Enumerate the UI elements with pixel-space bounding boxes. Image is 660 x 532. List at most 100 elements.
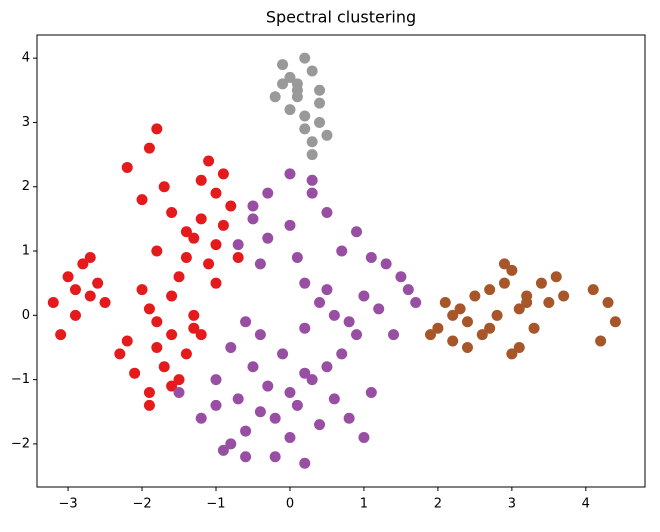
point bbox=[269, 412, 281, 424]
y-tick-label: 3 bbox=[22, 115, 30, 130]
point bbox=[262, 187, 274, 199]
point bbox=[299, 457, 311, 469]
point bbox=[284, 219, 296, 231]
point bbox=[188, 232, 200, 244]
point bbox=[247, 361, 259, 373]
point bbox=[188, 309, 200, 321]
point bbox=[299, 110, 311, 122]
point bbox=[299, 52, 311, 64]
point bbox=[321, 129, 333, 141]
point bbox=[225, 341, 237, 353]
point bbox=[195, 213, 207, 225]
point bbox=[365, 251, 377, 263]
point bbox=[439, 296, 451, 308]
point bbox=[284, 71, 296, 83]
point bbox=[476, 329, 488, 341]
point bbox=[166, 329, 178, 341]
point bbox=[225, 200, 237, 212]
point bbox=[262, 232, 274, 244]
point bbox=[188, 322, 200, 334]
point bbox=[543, 296, 555, 308]
point bbox=[461, 316, 473, 328]
point bbox=[173, 386, 185, 398]
point bbox=[232, 251, 244, 263]
point bbox=[254, 258, 266, 270]
point bbox=[254, 329, 266, 341]
point bbox=[180, 226, 192, 238]
point bbox=[306, 136, 318, 148]
point bbox=[143, 142, 155, 154]
point bbox=[358, 290, 370, 302]
point bbox=[92, 277, 104, 289]
point bbox=[291, 91, 303, 103]
x-tick-label: 2 bbox=[434, 497, 442, 512]
point bbox=[217, 219, 229, 231]
point bbox=[299, 277, 311, 289]
point bbox=[291, 251, 303, 263]
point bbox=[210, 374, 222, 386]
x-tick-label: 4 bbox=[582, 497, 590, 512]
point bbox=[166, 290, 178, 302]
point bbox=[314, 97, 326, 109]
point bbox=[247, 200, 259, 212]
point bbox=[277, 59, 289, 71]
point bbox=[203, 155, 215, 167]
point bbox=[84, 290, 96, 302]
point bbox=[513, 303, 525, 315]
point bbox=[269, 91, 281, 103]
y-tick-label: −1 bbox=[11, 372, 30, 387]
point bbox=[217, 444, 229, 456]
point bbox=[469, 290, 481, 302]
y-tick-label: 1 bbox=[22, 244, 30, 259]
point bbox=[143, 386, 155, 398]
point bbox=[143, 399, 155, 411]
point bbox=[136, 194, 148, 206]
point bbox=[498, 258, 510, 270]
point bbox=[284, 168, 296, 180]
point bbox=[424, 329, 436, 341]
x-tick-label: 1 bbox=[360, 497, 368, 512]
point bbox=[232, 393, 244, 405]
point bbox=[284, 431, 296, 443]
point bbox=[550, 271, 562, 283]
point bbox=[299, 367, 311, 379]
point bbox=[328, 309, 340, 321]
point bbox=[484, 322, 496, 334]
point bbox=[351, 329, 363, 341]
point bbox=[602, 296, 614, 308]
point bbox=[513, 341, 525, 353]
point bbox=[587, 284, 599, 296]
point bbox=[284, 386, 296, 398]
chart-title: Spectral clustering bbox=[266, 8, 416, 27]
point bbox=[69, 309, 81, 321]
point bbox=[277, 78, 289, 90]
point bbox=[388, 329, 400, 341]
point bbox=[99, 296, 111, 308]
point bbox=[151, 341, 163, 353]
point bbox=[328, 393, 340, 405]
point bbox=[269, 451, 281, 463]
point bbox=[343, 316, 355, 328]
point bbox=[380, 258, 392, 270]
point bbox=[306, 187, 318, 199]
x-tick-label: −1 bbox=[206, 497, 225, 512]
point bbox=[306, 65, 318, 77]
point bbox=[609, 316, 621, 328]
point bbox=[195, 412, 207, 424]
point bbox=[151, 316, 163, 328]
point bbox=[284, 104, 296, 116]
x-tick-label: −3 bbox=[58, 497, 77, 512]
point bbox=[373, 303, 385, 315]
point bbox=[247, 213, 259, 225]
point bbox=[521, 296, 533, 308]
point bbox=[306, 174, 318, 186]
plot-frame bbox=[36, 34, 646, 488]
point bbox=[143, 303, 155, 315]
point bbox=[314, 84, 326, 96]
point bbox=[62, 271, 74, 283]
point bbox=[240, 425, 252, 437]
point bbox=[166, 206, 178, 218]
point bbox=[336, 245, 348, 257]
point bbox=[491, 309, 503, 321]
